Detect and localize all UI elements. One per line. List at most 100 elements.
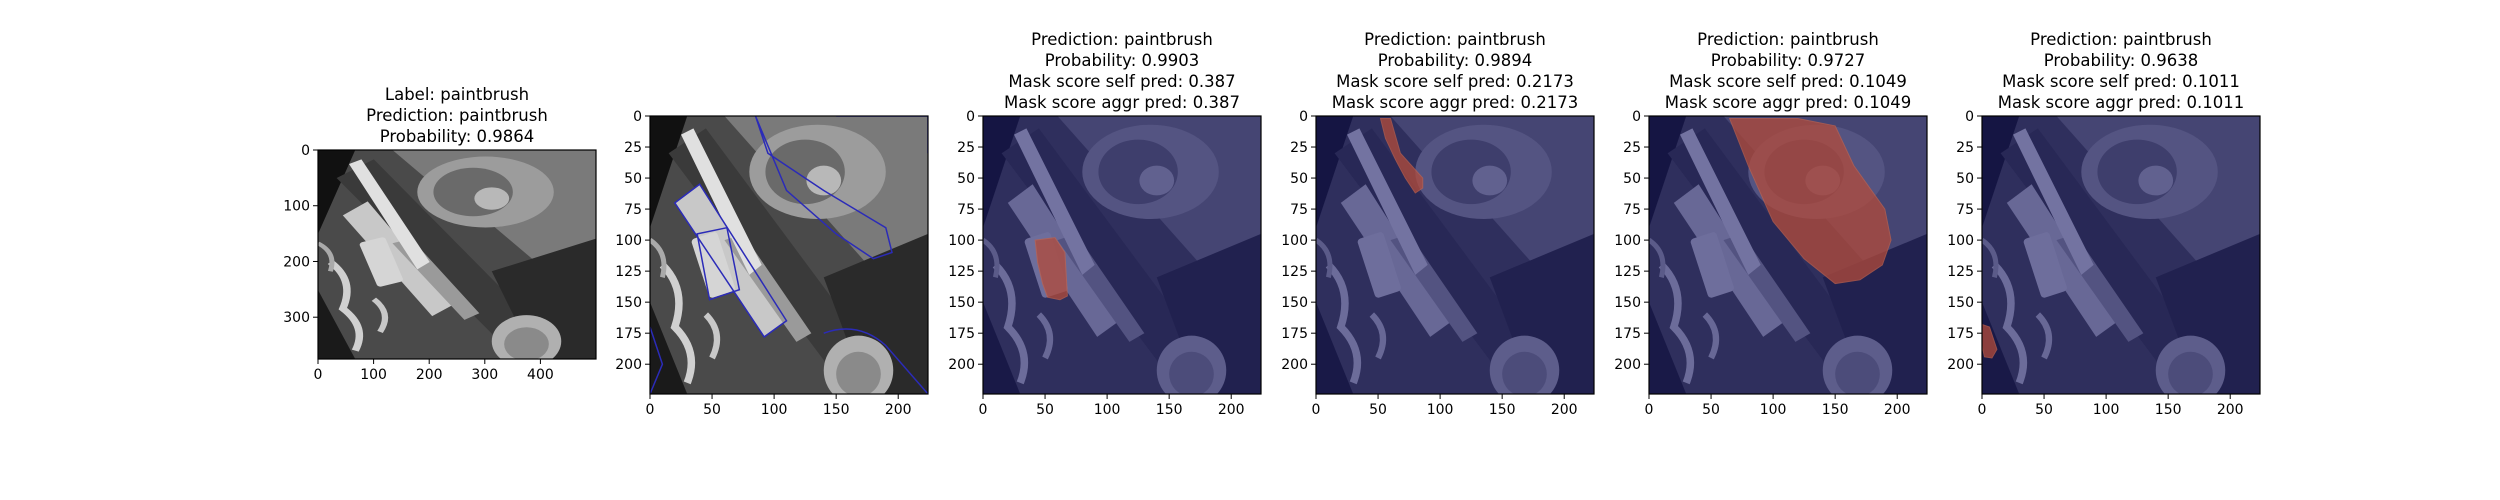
x-tick-label: 200 [1884,402,1911,418]
y-tick-label: 0 [966,109,975,125]
panel-title-line: Mask score aggr pred: 0.1011 [1998,93,2244,112]
axes-frame [1981,115,2261,395]
x-tick-label: 0 [646,402,655,418]
blue-tint-overlay [983,116,1261,394]
y-tick-label: 50 [1290,171,1308,187]
y-tick-label: 100 [1947,233,1974,249]
panel-title-line: Mask score self pred: 0.1049 [1669,72,1907,91]
panel-6: 0 50 100 150 200 0 25 50 75 100 125 150 175 200 Predic… [1947,30,2261,418]
y-tick-label: 175 [1281,326,1308,342]
y-tick-label: 175 [1947,326,1974,342]
panel-image [650,116,929,395]
y-tick-label: 75 [1956,202,1974,218]
panel-title-line: Prediction: paintbrush [1697,30,1879,49]
panel-title-line: Probability: 0.9894 [1378,51,1533,70]
y-tick-label: 175 [948,326,975,342]
panel-title-line: Prediction: paintbrush [1364,30,1546,49]
x-tick-label: 150 [823,402,850,418]
y-tick-label: 125 [615,264,642,280]
x-tick-label: 150 [2155,402,2182,418]
y-tick-label: 125 [1281,264,1308,280]
y-tick-label: 0 [1632,109,1641,125]
panel-4: 0 50 100 150 200 0 25 50 75 100 125 150 175 200 Predic… [1281,30,1595,418]
contour-lines [650,116,929,395]
y-tick-label: 200 [615,357,642,373]
panel-image [318,150,596,367]
y-tick-label: 100 [283,199,310,215]
y-tick-label: 75 [1290,202,1308,218]
y-tick-label: 200 [1281,357,1308,373]
y-tick-label: 175 [615,326,642,342]
panel-title-line: Prediction: paintbrush [1031,30,1213,49]
x-tick-label: 50 [1702,402,1720,418]
y-tick-label: 150 [615,295,642,311]
panel-title-line: Mask score aggr pred: 0.387 [1004,93,1240,112]
x-tick-label: 100 [1094,402,1121,418]
x-tick-label: 200 [1551,402,1578,418]
y-tick-label: 200 [283,254,310,270]
prediction-mask [1728,117,1892,285]
panel-title-line: Mask score self pred: 0.387 [1008,72,1235,91]
x-tick-label: 0 [1978,402,1987,418]
y-tick-label: 200 [1947,357,1974,373]
y-tick-label: 100 [948,233,975,249]
axes-frame [982,115,1262,395]
y-tick-label: 175 [1614,326,1641,342]
y-tick-label: 0 [301,143,310,159]
y-tick-label: 25 [1956,140,1974,156]
y-tick-label: 0 [1299,109,1308,125]
y-tick-label: 50 [624,171,642,187]
x-tick-label: 200 [885,402,912,418]
axes-frame [1315,115,1595,395]
x-tick-label: 0 [314,367,323,383]
prediction-mask [1034,237,1068,301]
x-tick-label: 50 [1369,402,1387,418]
y-tick-label: 125 [1947,264,1974,280]
axes-frame [649,115,929,395]
y-tick-label: 300 [283,310,310,326]
panel-title-line: Prediction: paintbrush [2030,30,2212,49]
x-tick-label: 150 [1489,402,1516,418]
x-tick-label: 100 [761,402,788,418]
y-tick-label: 200 [948,357,975,373]
y-tick-label: 150 [1947,295,1974,311]
x-tick-label: 400 [527,367,554,383]
panel-title-line: Mask score self pred: 0.2173 [1336,72,1574,91]
panel-3: 0 50 100 150 200 0 25 50 75 100 125 150 175 200 Predic… [948,30,1262,418]
x-tick-label: 50 [2035,402,2053,418]
y-tick-label: 75 [624,202,642,218]
x-tick-label: 150 [1822,402,1849,418]
x-tick-label: 50 [703,402,721,418]
y-tick-label: 150 [1614,295,1641,311]
blue-tint-overlay [1982,116,2260,394]
y-tick-label: 0 [1965,109,1974,125]
y-tick-label: 100 [1281,233,1308,249]
x-tick-label: 50 [1036,402,1054,418]
y-tick-label: 150 [948,295,975,311]
y-tick-label: 25 [624,140,642,156]
panel-title-line: Label: paintbrush [385,85,529,104]
panel-title-line: Prediction: paintbrush [366,106,548,125]
x-tick-label: 300 [471,367,498,383]
panel-title-line: Probability: 0.9864 [380,127,535,146]
x-tick-label: 200 [1218,402,1245,418]
y-tick-label: 25 [957,140,975,156]
y-tick-label: 100 [615,233,642,249]
x-tick-label: 200 [416,367,443,383]
y-tick-label: 50 [1623,171,1641,187]
panel-title-line: Probability: 0.9638 [2044,51,2199,70]
panel-title-line: Probability: 0.9727 [1711,51,1866,70]
panel-title-line: Mask score self pred: 0.1011 [2002,72,2240,91]
y-tick-label: 150 [1281,295,1308,311]
y-tick-label: 200 [1614,357,1641,373]
y-tick-label: 25 [1290,140,1308,156]
x-tick-label: 100 [2093,402,2120,418]
prediction-mask [1379,117,1424,194]
prediction-mask [1982,323,1998,359]
y-tick-label: 50 [1956,171,1974,187]
y-tick-label: 25 [1623,140,1641,156]
x-tick-label: 150 [1156,402,1183,418]
x-tick-label: 0 [1645,402,1654,418]
y-tick-label: 75 [1623,202,1641,218]
x-tick-label: 200 [2217,402,2244,418]
